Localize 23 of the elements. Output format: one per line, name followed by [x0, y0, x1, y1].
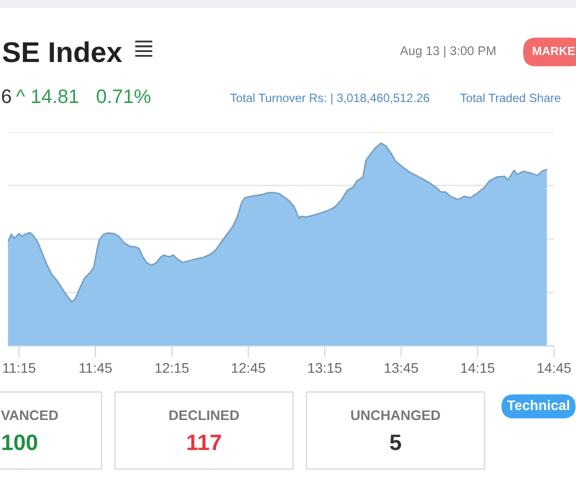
x-tick-label: 11:15	[3, 363, 36, 373]
data-label: 5	[390, 434, 402, 450]
text: Total Traded Share	[460, 93, 560, 102]
text: Total Turnover Rs: | 3,018,460,512.26	[230, 93, 430, 105]
category-label: UNCHANGED	[351, 410, 440, 420]
text: MARKE	[532, 46, 575, 55]
text: 0.71%	[96, 89, 150, 104]
x-tick-label: 11:45	[80, 363, 112, 373]
data-label: 117	[187, 434, 221, 450]
x-tick-label: 14:15	[461, 363, 494, 373]
x-tick-label: 12:15	[156, 363, 189, 373]
category-label: DECLINED	[169, 410, 239, 420]
category-label: VANCED	[0, 410, 58, 420]
x-tick-label: 13:45	[384, 363, 418, 373]
text: ^ 14.81	[16, 89, 78, 104]
text: Technical	[507, 400, 570, 410]
chart-title: SE Index	[2, 41, 122, 62]
data-label: 100	[2, 434, 38, 450]
text: Aug 13 | 3:00 PM	[400, 46, 496, 58]
text: 6	[2, 89, 11, 104]
x-tick-label: 12:45	[232, 363, 266, 373]
x-tick-label: 13:15	[308, 363, 342, 373]
x-tick-label: 14:45	[538, 363, 571, 373]
